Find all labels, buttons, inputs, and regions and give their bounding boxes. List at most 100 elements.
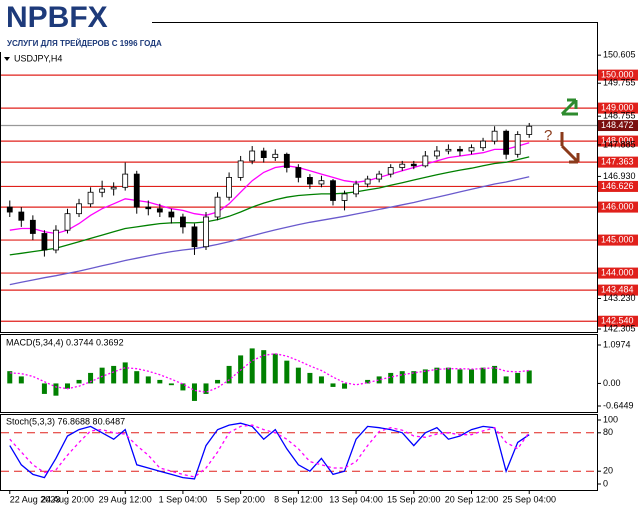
candle-body — [503, 130, 510, 155]
macd-bar — [480, 367, 486, 384]
macd-bar — [457, 369, 463, 384]
macd-bar — [64, 383, 70, 389]
macd-bar — [365, 379, 371, 384]
y-tick-label: 0 — [603, 478, 608, 488]
macd-bar — [261, 350, 267, 384]
macd-title: MACD(5,34,4) 0.3744 0.3692 — [6, 337, 124, 347]
candle-body — [249, 150, 256, 162]
candle-body — [53, 229, 59, 251]
x-tick-label: 15 Sep 20:00 — [387, 494, 441, 504]
macd-bar — [434, 367, 440, 384]
y-tick-label: 147.885 — [603, 139, 636, 149]
candle-body — [260, 150, 267, 159]
macd-bar — [445, 367, 451, 384]
x-tick-label: 1 Sep 04:00 — [159, 494, 208, 504]
level-label: 146.000 — [601, 201, 634, 211]
macd-bar — [249, 348, 255, 384]
x-tick-label: 20 Sep 12:00 — [445, 494, 499, 504]
candle-body — [433, 150, 440, 157]
macd-bar — [180, 383, 186, 391]
level-label: 146.626 — [601, 181, 634, 191]
x-tick-label: 25 Sep 04:00 — [502, 494, 556, 504]
logo-box — [0, 0, 152, 52]
candle-body — [283, 153, 290, 168]
candle-body — [99, 188, 106, 193]
macd-bar — [168, 383, 174, 386]
candle-body — [445, 148, 452, 152]
macd-bar — [492, 365, 498, 384]
macd-bar — [342, 383, 348, 389]
macd-bar — [7, 371, 13, 384]
candle-body — [514, 134, 521, 155]
candle-body — [191, 226, 198, 248]
macd-bar — [515, 372, 521, 384]
candle-body — [145, 206, 152, 210]
level-label: 145.000 — [601, 234, 634, 244]
moving-average — [9, 176, 530, 286]
macd-bar — [295, 367, 301, 384]
menu-triangle — [4, 57, 10, 61]
x-tick-label: 13 Sep 04:00 — [329, 494, 383, 504]
candle-body — [399, 163, 406, 168]
level-label-box — [598, 120, 638, 132]
candle-body — [180, 216, 186, 228]
y-tick-label: 148.755 — [603, 111, 636, 121]
y-tick-label: 80 — [603, 427, 613, 437]
level-label-box — [598, 180, 638, 192]
x-tick-label: 22 Aug 2023 — [10, 494, 61, 504]
macd-bar — [503, 376, 509, 384]
candle-body — [6, 206, 13, 213]
moving-average — [9, 156, 530, 256]
candle-body — [307, 176, 313, 185]
macd-bar — [203, 383, 209, 394]
plot: 150.000 149.000 148.472 148.000 147.363 146.6… — [1, 50, 638, 504]
x-tick-label: 5 Sep 20:00 — [216, 494, 265, 504]
macd-bar — [469, 369, 475, 384]
macd-bar — [388, 372, 394, 384]
candle-body — [457, 148, 463, 152]
candle-body — [364, 178, 371, 185]
level-label-box — [598, 284, 638, 296]
candle-body — [64, 213, 71, 231]
y-tick-label: 1.0974 — [603, 339, 631, 349]
candle-body — [203, 216, 209, 248]
candle-body — [318, 180, 325, 185]
candle-body — [330, 180, 336, 201]
candle-body — [87, 191, 94, 205]
macd-bar — [145, 376, 151, 384]
macd-bar — [318, 376, 324, 384]
macd-bar — [411, 371, 417, 384]
level-label: 143.484 — [601, 284, 634, 294]
macd-bar — [122, 362, 128, 384]
macd-panel — [0, 334, 598, 413]
macd-bar — [18, 376, 24, 384]
y-tick-label: -0.6449 — [603, 400, 634, 410]
candle-body — [480, 140, 486, 149]
candle-body — [110, 186, 117, 190]
candle-body — [237, 160, 244, 178]
candle-body — [387, 167, 394, 175]
level-label-box — [598, 267, 638, 279]
macd-bar — [307, 372, 313, 384]
level-label-box — [598, 135, 638, 147]
macd-bar — [330, 383, 336, 387]
up-arrow — [560, 98, 578, 116]
macd-bar — [526, 370, 532, 384]
candle-body — [295, 167, 302, 178]
candle-body — [376, 173, 383, 180]
down-arrow — [560, 132, 580, 164]
level-label: 147.363 — [601, 156, 634, 166]
candle-body — [156, 208, 163, 213]
y-tick-label: 0.00 — [603, 378, 621, 388]
candle-body — [410, 163, 417, 167]
y-tick-label: 20 — [603, 466, 613, 476]
candle-body — [41, 233, 48, 251]
logo-tagline: УСЛУГИ ДЛЯ ТРЕЙДЕРОВ С 1996 ГОДА — [7, 39, 162, 48]
y-tick-label: 100 — [603, 414, 618, 424]
level-label-box — [598, 102, 638, 114]
candle-body — [18, 211, 25, 221]
macd-bar — [157, 379, 163, 384]
candle-body — [341, 193, 348, 201]
